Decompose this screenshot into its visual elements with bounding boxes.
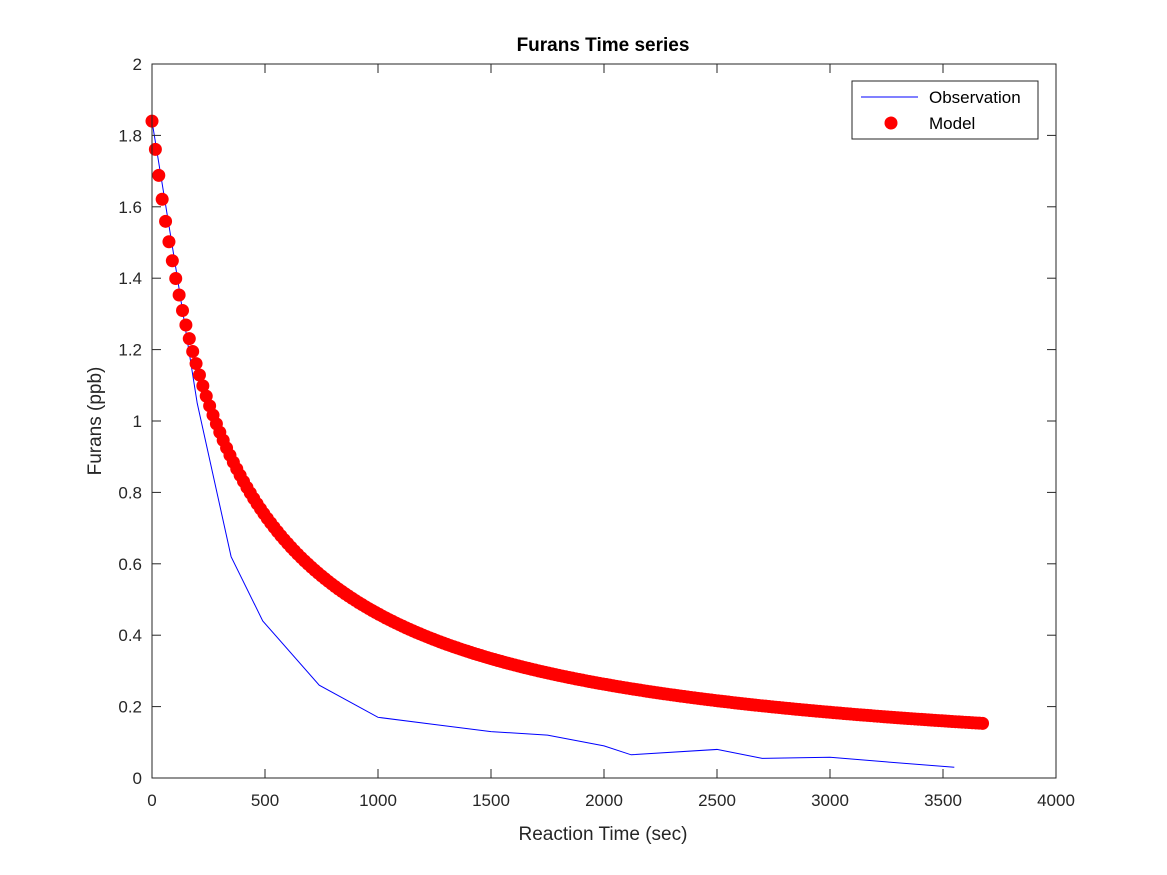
x-axis-label: Reaction Time (sec): [519, 824, 688, 845]
y-tick-label: 1.8: [118, 126, 142, 145]
y-tick-label: 0.8: [118, 483, 142, 502]
y-tick-label: 0: [133, 769, 142, 788]
x-tick-label: 0: [147, 791, 156, 810]
model-point: [152, 168, 166, 182]
x-tick-label: 3000: [811, 791, 849, 810]
y-tick-label: 1.4: [118, 269, 142, 288]
ticks-layer: 0 500 1000 1500 2000 2500 3000 3500 4000 0 0.2 0.4 0…: [118, 55, 1075, 810]
y-tick-label: 2: [133, 55, 142, 74]
model-point: [159, 214, 173, 228]
model-point: [976, 716, 990, 730]
model-point: [186, 344, 200, 358]
chart-title: Furans Time series: [517, 35, 690, 56]
x-tick-label: 2000: [585, 791, 623, 810]
x-tick-label: 4000: [1037, 791, 1075, 810]
model-point: [148, 142, 162, 156]
model-point: [165, 254, 179, 268]
y-tick-label: 1: [133, 412, 142, 431]
legend: Observation Model: [851, 80, 1039, 140]
series-layer: [145, 114, 990, 768]
model-point: [176, 303, 190, 317]
model-point: [192, 368, 206, 382]
legend-model-label: Model: [929, 114, 975, 133]
model-point: [172, 288, 186, 302]
model-point: [155, 192, 169, 206]
y-tick-label: 0.6: [118, 555, 142, 574]
x-tick-label: 500: [251, 791, 279, 810]
model-markers: [145, 114, 990, 730]
x-tick-label: 1000: [359, 791, 397, 810]
legend-box: [851, 80, 1039, 140]
model-point: [169, 271, 183, 285]
y-tick-label: 0.4: [118, 626, 142, 645]
x-tick-label: 1500: [472, 791, 510, 810]
legend-observation-label: Observation: [929, 88, 1021, 107]
observation-line: [151, 121, 955, 768]
x-tick-label: 2500: [698, 791, 736, 810]
plot-area: [152, 64, 1056, 778]
legend-model-swatch: [884, 116, 898, 130]
model-point: [182, 332, 196, 346]
y-axis-label: Furans (ppb): [85, 367, 106, 476]
y-tick-label: 1.2: [118, 341, 142, 360]
x-tick-label: 3500: [924, 791, 962, 810]
y-tick-label: 0.2: [118, 698, 142, 717]
model-point: [162, 235, 176, 249]
model-point: [179, 318, 193, 332]
y-tick-label: 1.6: [118, 198, 142, 217]
model-point: [196, 379, 210, 393]
model-point: [189, 357, 203, 371]
